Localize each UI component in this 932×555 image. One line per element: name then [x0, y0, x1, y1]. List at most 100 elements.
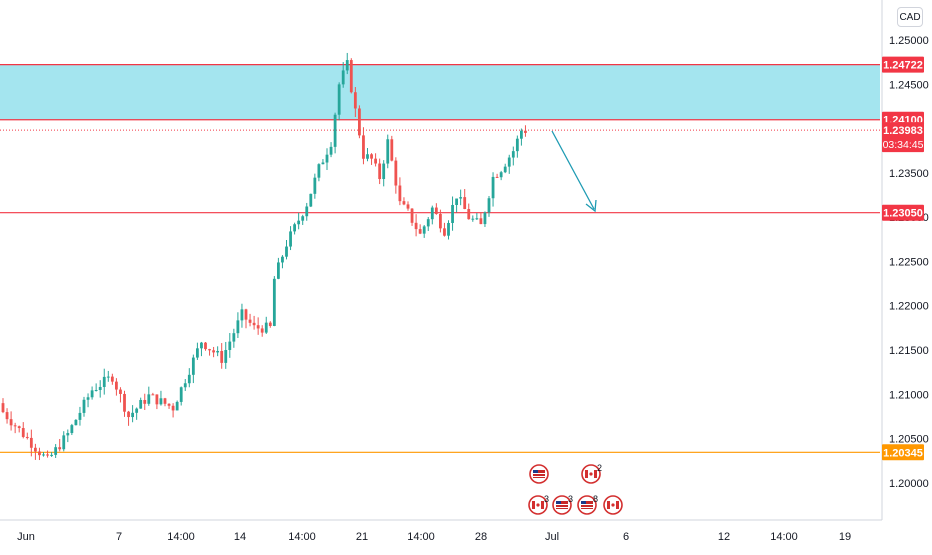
candle-body: [305, 206, 309, 217]
candle-body: [447, 222, 450, 236]
candle-body: [151, 394, 155, 396]
candle-body: [511, 151, 515, 158]
candle-body: [175, 401, 179, 411]
candle-body: [106, 376, 110, 378]
candle-body: [402, 201, 406, 205]
price-level-badge[interactable]: [882, 56, 924, 73]
candle-body: [394, 160, 398, 186]
time-tick-label: 6: [623, 531, 629, 543]
maple-leaf-icon: [611, 503, 615, 507]
event-count: 3: [544, 494, 549, 504]
candle-body: [503, 166, 507, 173]
candle-body: [341, 70, 345, 85]
us-flag-stripe: [556, 507, 568, 508]
candle-body: [455, 198, 458, 205]
candle-body: [86, 397, 90, 400]
resistance-zone: [0, 64, 880, 120]
time-tick-label: 28: [475, 531, 487, 543]
candle-body: [414, 222, 418, 230]
price-level-badge[interactable]: [882, 444, 924, 461]
us-flag-stripe: [533, 476, 545, 477]
candle-body: [475, 218, 479, 220]
ca-flag-band: [532, 501, 535, 509]
event-marker[interactable]: 2: [581, 463, 602, 484]
currency-selector[interactable]: CAD: [897, 7, 923, 27]
candle-body: [54, 447, 58, 455]
time-tick-label: 14:00: [407, 531, 435, 543]
candle-body: [495, 176, 499, 178]
candle-body: [5, 412, 9, 420]
candle-body: [90, 390, 94, 398]
candle-body: [187, 374, 191, 384]
candle-body: [70, 425, 74, 434]
us-flag-stripe: [556, 504, 568, 505]
candle-body: [451, 204, 454, 223]
candle-body: [362, 135, 365, 159]
candle-body: [110, 376, 114, 382]
price-tick-label: 1.21500: [889, 345, 929, 357]
event-marker[interactable]: 3: [552, 494, 573, 515]
candle-body: [479, 218, 483, 225]
us-flag-stripe: [533, 473, 545, 474]
price-tick-label: 1.21000: [889, 389, 929, 401]
current-price-label: 1.23983: [883, 125, 923, 137]
candle-body: [406, 204, 410, 209]
candle-body: [62, 435, 66, 450]
candle-body: [378, 163, 382, 180]
candle-body: [333, 114, 337, 147]
ca-flag-band: [541, 501, 544, 509]
time-tick-label: 14:00: [770, 531, 798, 543]
candle-body: [78, 412, 82, 420]
candle-body: [204, 342, 207, 350]
candle-body: [248, 319, 252, 323]
event-marker[interactable]: 8: [577, 494, 598, 515]
current-price-badge[interactable]: [882, 122, 924, 153]
price-tick-label: 1.23500: [889, 168, 929, 180]
price-level-badge-label: 1.23050: [883, 208, 923, 220]
candle-body: [386, 139, 390, 164]
candle-body: [163, 398, 167, 404]
event-marker[interactable]: [603, 495, 623, 515]
candle-body: [232, 333, 236, 342]
candle-body: [252, 322, 256, 326]
candle-body: [268, 322, 272, 326]
event-marker[interactable]: [529, 464, 549, 484]
ca-flag-band: [607, 501, 610, 509]
price-tick-label: 1.22500: [889, 256, 929, 268]
candle-body: [179, 387, 183, 402]
candle-body: [46, 454, 49, 456]
candle-body: [244, 309, 248, 320]
candle-body: [434, 207, 438, 214]
candle-body: [471, 218, 475, 220]
candle-body: [25, 436, 29, 438]
time-tick-label: 14: [234, 531, 246, 543]
candle-body: [277, 262, 280, 279]
candle-body: [236, 320, 240, 334]
candle-body: [208, 349, 211, 351]
candle-body: [281, 256, 284, 263]
price-level-badge[interactable]: [882, 204, 924, 221]
projection-arrow[interactable]: [551, 130, 595, 210]
candle-body: [191, 357, 195, 375]
candle-body: [228, 341, 232, 351]
price-tick-label: 1.20000: [889, 478, 929, 490]
event-count: 2: [597, 463, 602, 473]
candle-body: [50, 454, 53, 456]
candle-body: [183, 383, 187, 388]
candle-body: [272, 278, 276, 326]
candle-body: [74, 419, 78, 426]
ca-flag-band: [594, 470, 597, 478]
candle-body: [264, 322, 268, 333]
candle-body: [487, 198, 491, 213]
time-tick-label: 21: [356, 531, 368, 543]
candle-body: [256, 325, 260, 329]
candle-body: [29, 437, 33, 448]
price-tick-label: 1.22000: [889, 301, 929, 313]
candle-body: [337, 84, 341, 115]
event-marker[interactable]: 3: [528, 494, 549, 515]
candle-body: [123, 393, 126, 412]
candle-body: [212, 350, 215, 353]
candle-body: [66, 433, 70, 436]
